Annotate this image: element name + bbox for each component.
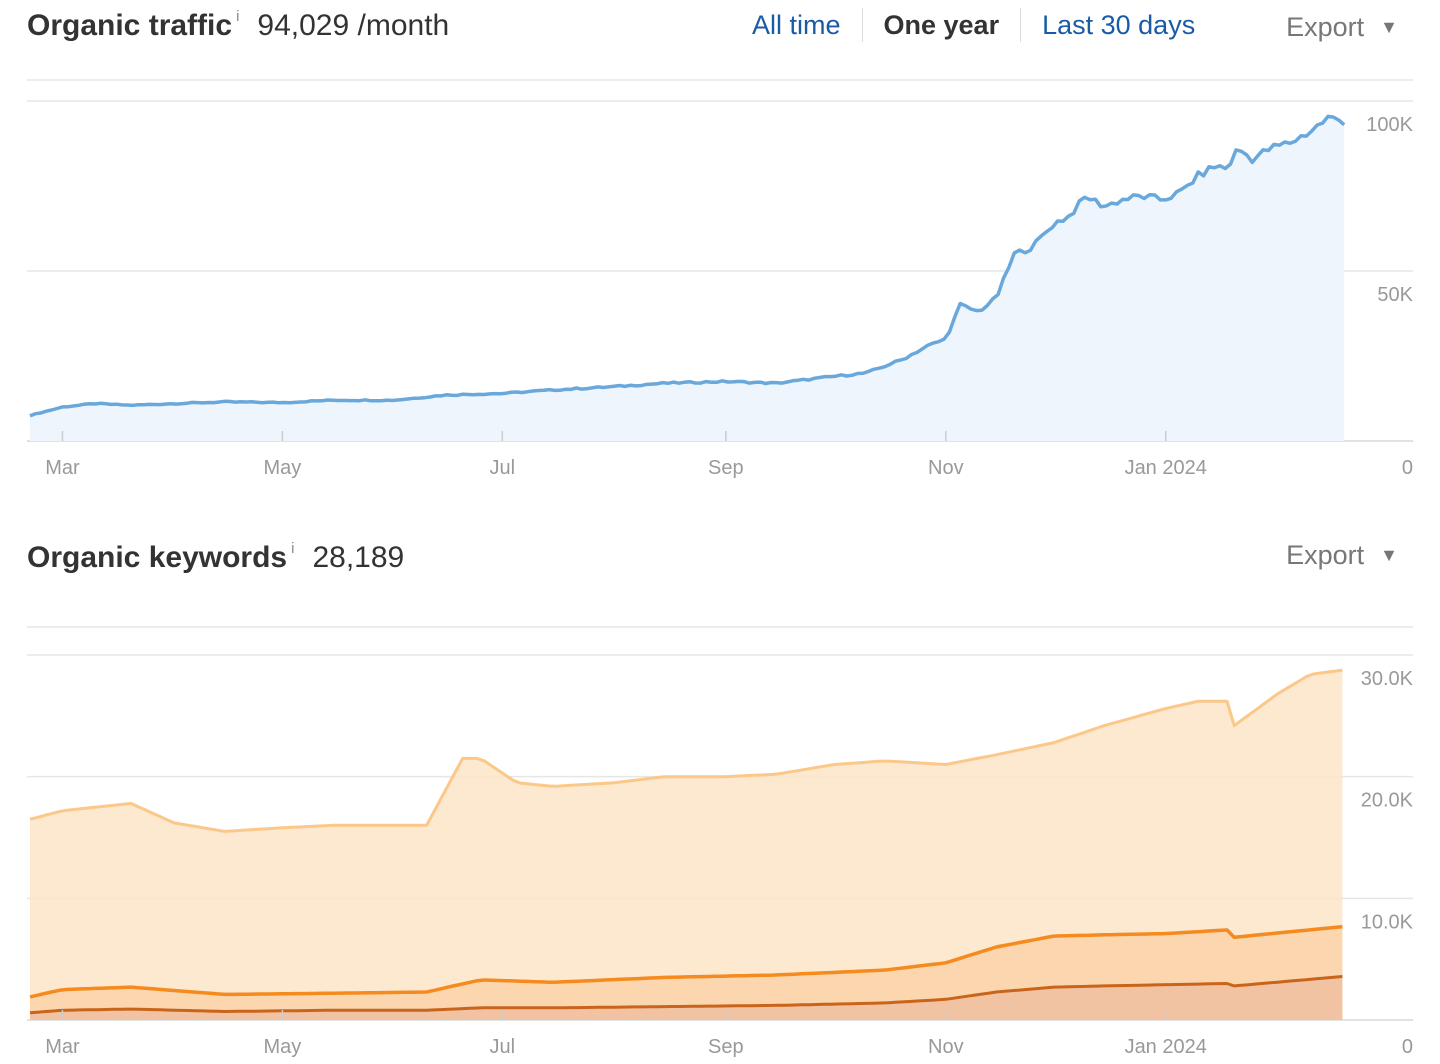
y-tick-label: 50K (1377, 284, 1413, 306)
x-tick-label: Nov (928, 1036, 964, 1058)
traffic-title: Organic traffic (27, 9, 233, 42)
range-tabs: All time One year Last 30 days (752, 8, 1195, 42)
keywords-chart: 0 10.0K 20.0K 30.0K Mar May Jul Sep Nov Jan 2024 (27, 626, 1414, 1058)
keywords-metric: 28,189 (312, 541, 405, 574)
x-tick-label: May (263, 457, 301, 479)
x-tick-label: Mar (45, 457, 80, 479)
keywords-series-top-line (29, 668, 1343, 833)
x-tick-label: Nov (928, 457, 964, 479)
traffic-info-icon[interactable]: i (236, 7, 240, 25)
keywords-series-top-area (30, 670, 1343, 1020)
keywords-series-low-line (29, 975, 1343, 1015)
export-label: Export (1286, 12, 1365, 42)
caret-down-icon: ▼ (1380, 545, 1398, 565)
y-tick-label: 0 (1402, 1036, 1413, 1058)
y-tick-label: 100K (1366, 114, 1413, 136)
traffic-export-button[interactable]: Export ▼ (1286, 12, 1398, 43)
tab-divider (861, 8, 863, 42)
tab-divider (1020, 8, 1022, 42)
caret-down-icon: ▼ (1380, 17, 1398, 37)
keywords-export-button[interactable]: Export ▼ (1286, 540, 1398, 571)
y-tick-label: 30.0K (1361, 668, 1414, 690)
tab-all-time[interactable]: All time (752, 9, 841, 40)
keywords-series-mid-line (29, 924, 1343, 999)
keywords-info-icon[interactable]: i (291, 539, 295, 557)
traffic-header: Organic traffic i 94,029 /month (27, 4, 449, 48)
traffic-chart: 0 50K 100K Mar May Jul Sep Nov Jan 2024 (27, 79, 1414, 479)
x-tick-label: Sep (708, 1036, 744, 1058)
y-tick-label: 0 (1402, 457, 1413, 479)
x-tick-label: Sep (708, 457, 744, 479)
x-tick-label: Mar (45, 1036, 80, 1058)
x-tick-label: Jan 2024 (1125, 1036, 1207, 1058)
keywords-series-low-area (30, 976, 1343, 1020)
y-tick-label: 10.0K (1361, 911, 1414, 933)
x-tick-label: Jan 2024 (1125, 457, 1207, 479)
x-tick-label: May (263, 1036, 301, 1058)
tab-last-30-days[interactable]: Last 30 days (1042, 9, 1196, 40)
x-tick-label: Jul (490, 457, 516, 479)
keywords-header: Organic keywords i 28,189 (27, 536, 404, 580)
export-label: Export (1286, 540, 1365, 570)
tab-one-year[interactable]: One year (883, 9, 1000, 40)
keywords-title: Organic keywords (27, 541, 288, 574)
y-tick-label: 20.0K (1361, 790, 1414, 812)
traffic-metric: 94,029 /month (257, 9, 450, 42)
traffic-area (30, 116, 1345, 442)
x-tick-label: Jul (490, 1036, 516, 1058)
traffic-line (29, 114, 1346, 418)
